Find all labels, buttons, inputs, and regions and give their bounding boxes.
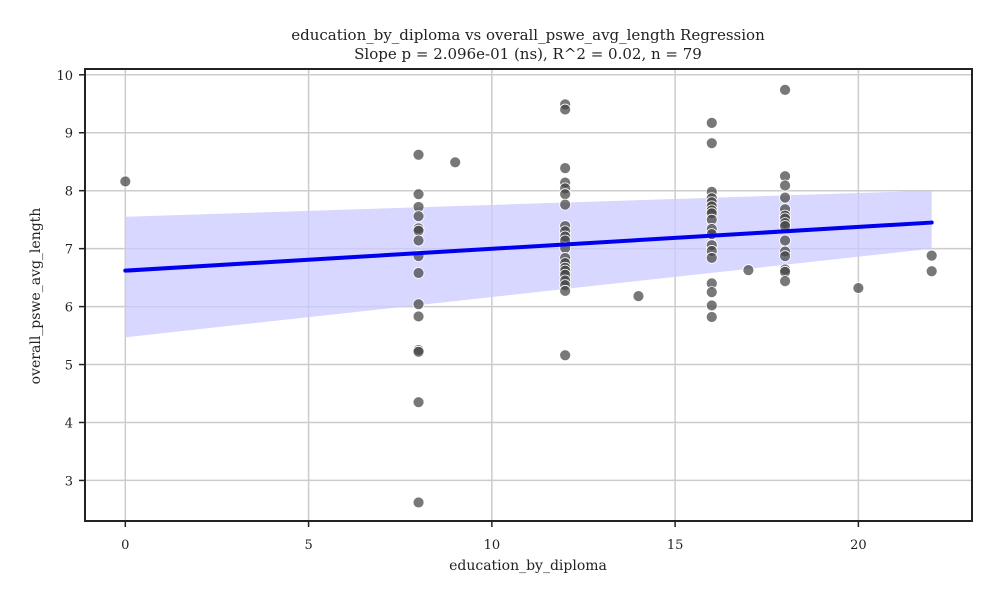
plot-frame [84, 68, 973, 522]
confidence-band [125, 190, 932, 338]
data-point [852, 282, 865, 294]
data-point [705, 299, 718, 312]
data-point [705, 116, 718, 129]
data-point [742, 264, 755, 276]
data-point [559, 188, 572, 201]
data-point [925, 249, 938, 262]
x-axis-label: education_by_diploma [449, 558, 607, 574]
x-tick-label: 20 [850, 538, 867, 553]
data-point [779, 250, 791, 263]
data-point [412, 224, 425, 237]
y-tick-label: 7 [65, 243, 73, 258]
data-point [412, 298, 425, 311]
data-point [632, 290, 645, 303]
data-point [412, 148, 425, 161]
y-tick-label: 9 [65, 127, 73, 142]
data-point [559, 103, 572, 116]
data-point [449, 156, 462, 169]
data-point [705, 137, 718, 150]
data-point [559, 198, 572, 211]
y-axis-label: overall_pswe_avg_length [28, 208, 44, 385]
chart-title: education_by_diploma vs overall_pswe_avg… [291, 26, 765, 44]
data-point [412, 188, 425, 201]
x-tick-label: 15 [667, 538, 684, 553]
y-tick-label: 5 [65, 359, 73, 374]
data-point [559, 162, 572, 174]
data-points [119, 83, 938, 509]
x-tick-label: 5 [304, 538, 312, 553]
data-point [779, 179, 791, 192]
regression-line [123, 220, 934, 273]
y-tick-label: 3 [65, 474, 73, 489]
data-point [412, 267, 425, 279]
data-point [705, 252, 718, 264]
data-point [705, 311, 718, 323]
confidence-band-area [125, 190, 932, 338]
data-point [412, 210, 425, 223]
y-tick-label: 6 [65, 301, 73, 316]
y-tick-label: 4 [65, 416, 73, 431]
data-point [705, 286, 718, 299]
data-point [779, 83, 791, 96]
data-point [559, 285, 572, 297]
x-tick-label: 0 [121, 538, 129, 553]
x-axis-ticks: 0 5 10 15 20 [121, 521, 867, 553]
data-point [925, 265, 938, 278]
y-axis-ticks: 3 4 5 6 7 8 9 10 [56, 69, 85, 489]
data-point [412, 496, 425, 509]
y-tick-label: 8 [65, 185, 73, 200]
data-point [779, 275, 791, 287]
data-point [412, 396, 425, 409]
data-point [412, 234, 425, 247]
data-point [412, 310, 425, 323]
data-point [412, 345, 425, 358]
data-point [779, 234, 791, 247]
chart-subtitle: Slope p = 2.096e-01 (ns), R^2 = 0.02, n … [354, 45, 702, 63]
data-point [559, 349, 572, 362]
regression-line-group [123, 220, 934, 273]
data-point [779, 191, 791, 204]
y-tick-label: 10 [56, 69, 73, 84]
x-tick-label: 10 [484, 538, 501, 553]
data-point [119, 175, 132, 188]
